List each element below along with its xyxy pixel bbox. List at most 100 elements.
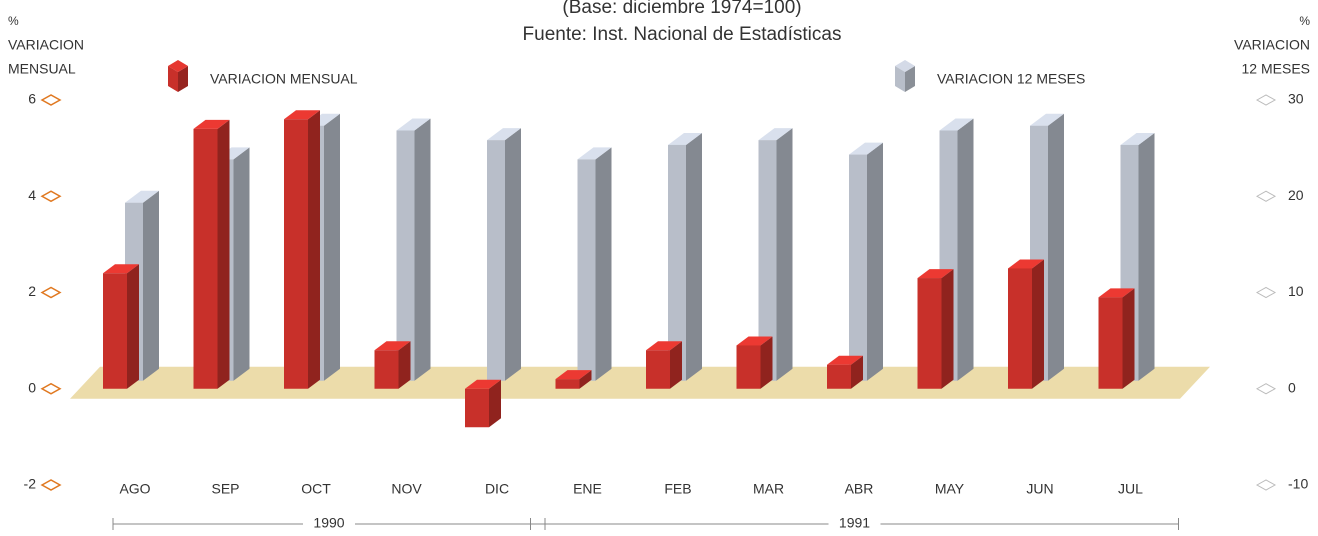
x-tick-label: SEP bbox=[211, 481, 239, 497]
y2-axis-label: 12 MESES bbox=[1242, 61, 1310, 77]
bar-side bbox=[1032, 259, 1044, 389]
bar-side bbox=[414, 118, 431, 381]
y2-tick-label: 20 bbox=[1288, 187, 1304, 203]
bar-side bbox=[1138, 132, 1155, 381]
bar bbox=[668, 144, 686, 381]
bar-3d bbox=[1008, 259, 1044, 389]
bar bbox=[555, 379, 580, 389]
bar-top bbox=[1098, 288, 1135, 298]
y2-tick-mark bbox=[1255, 286, 1277, 299]
bar-top bbox=[1008, 259, 1044, 269]
bar bbox=[917, 278, 942, 389]
bar-side bbox=[686, 132, 702, 381]
bar-side bbox=[595, 147, 612, 381]
bar-side bbox=[308, 110, 320, 389]
x-tick-label: MAY bbox=[935, 481, 965, 497]
x-tick-label: DIC bbox=[485, 481, 509, 497]
x-tick-label: MAR bbox=[753, 481, 784, 497]
y2-tick-label: 0 bbox=[1288, 379, 1296, 395]
legend-swatch bbox=[168, 66, 178, 92]
bar bbox=[465, 388, 489, 428]
y2-tick-label: 30 bbox=[1288, 91, 1304, 107]
bar-side bbox=[670, 341, 682, 389]
group-label: 1991 bbox=[839, 515, 870, 531]
legend-label: VARIACION MENSUAL bbox=[210, 71, 358, 87]
bar-top bbox=[827, 355, 863, 365]
bar-top bbox=[125, 190, 159, 203]
bar-side bbox=[760, 336, 773, 389]
bar-side bbox=[1048, 113, 1064, 381]
y-tick-label: 0 bbox=[28, 379, 36, 395]
bar-side bbox=[127, 264, 139, 389]
y-axis-label: MENSUAL bbox=[8, 61, 76, 77]
bar bbox=[396, 130, 415, 381]
bar-3d bbox=[555, 370, 592, 389]
bar-top bbox=[396, 118, 431, 131]
y-axis-label: VARIACION bbox=[8, 37, 84, 53]
bar-side bbox=[579, 370, 592, 389]
bar bbox=[1008, 268, 1032, 389]
bar-3d bbox=[917, 269, 954, 389]
bar-3d bbox=[758, 128, 793, 381]
bar-side bbox=[233, 147, 250, 381]
bar bbox=[646, 350, 670, 389]
bar-top bbox=[193, 119, 230, 129]
x-tick-label: JUL bbox=[1118, 481, 1143, 497]
bar-3d bbox=[827, 355, 863, 389]
x-tick-label: ABR bbox=[845, 481, 874, 497]
y-tick-mark bbox=[40, 286, 62, 299]
legend-swatch-side bbox=[905, 66, 915, 92]
bar-side bbox=[143, 190, 159, 381]
bar-top bbox=[284, 110, 320, 120]
y2-tick-mark bbox=[1255, 94, 1277, 106]
bar-3d bbox=[668, 132, 702, 381]
bar-side bbox=[776, 128, 793, 381]
bar-3d bbox=[284, 110, 320, 389]
bar-top bbox=[103, 264, 139, 274]
bar-side bbox=[1122, 288, 1135, 389]
group-label: 1990 bbox=[313, 515, 344, 531]
bar-3d bbox=[487, 128, 521, 381]
y-tick-mark bbox=[40, 94, 62, 106]
bar-top bbox=[1030, 113, 1064, 126]
bar bbox=[849, 154, 867, 381]
legend-swatch-side bbox=[178, 66, 188, 92]
bar bbox=[736, 345, 761, 389]
bar-top bbox=[917, 269, 954, 279]
x-tick-label: ENE bbox=[573, 481, 602, 497]
y-tick-label: 2 bbox=[28, 283, 36, 299]
y-tick-mark bbox=[40, 190, 62, 203]
bar bbox=[103, 273, 127, 389]
bar-3d bbox=[646, 341, 682, 389]
x-tick-label: AGO bbox=[119, 481, 150, 497]
bar-side bbox=[851, 355, 863, 389]
bar-top bbox=[555, 370, 592, 380]
bar-3d bbox=[193, 119, 230, 389]
y2-tick-mark bbox=[1255, 190, 1277, 202]
chart-source: Fuente: Inst. Nacional de Estadísticas bbox=[523, 24, 842, 45]
y2-tick-mark bbox=[1255, 383, 1277, 395]
bar bbox=[193, 128, 218, 389]
bar-3d bbox=[396, 118, 431, 381]
y-tick-mark bbox=[40, 382, 62, 395]
y2-axis-label: VARIACION bbox=[1234, 37, 1310, 53]
bar-top bbox=[758, 128, 793, 141]
bar-top bbox=[465, 379, 501, 389]
y2-axis-label: % bbox=[1299, 14, 1310, 28]
bar-3d bbox=[465, 379, 501, 428]
bar-side bbox=[324, 113, 340, 381]
bar-3d bbox=[374, 341, 411, 389]
bar-3d bbox=[736, 336, 773, 389]
y2-tick-mark bbox=[1255, 479, 1277, 491]
bar-side bbox=[505, 128, 521, 381]
chart-subtitle: (Base: diciembre 1974=100) bbox=[562, 0, 801, 18]
bar-top bbox=[1120, 132, 1155, 145]
bar-top bbox=[939, 118, 974, 131]
bar-3d bbox=[103, 264, 139, 389]
bar bbox=[827, 364, 851, 389]
x-tick-label: NOV bbox=[391, 481, 422, 497]
bar-top bbox=[577, 147, 612, 160]
y-tick-label: -2 bbox=[24, 476, 37, 492]
y-axis-label: % bbox=[8, 14, 19, 28]
